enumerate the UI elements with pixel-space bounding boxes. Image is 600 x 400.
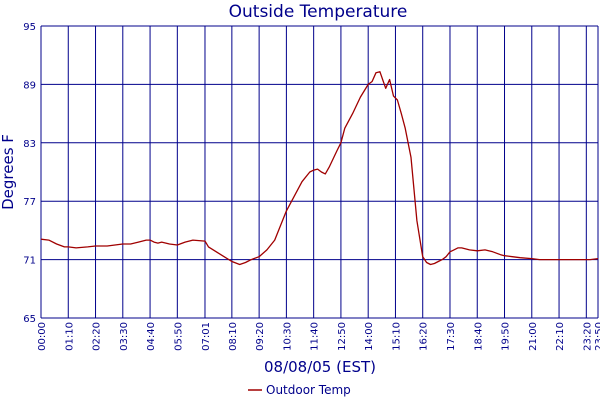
x-tick-label: 14:00: [364, 322, 375, 351]
x-axis-title: 08/08/05 (EST): [264, 358, 376, 376]
x-tick-label: 16:20: [419, 322, 430, 351]
x-tick-label: 09:20: [255, 322, 266, 351]
x-tick-label: 11:40: [310, 322, 321, 351]
x-tick-label: 23:50: [594, 322, 600, 351]
x-tick-label: 12:50: [337, 322, 348, 351]
legend: Outdoor Temp: [248, 383, 351, 397]
series-line-outdoor-temp: [40, 71, 599, 266]
x-tick-label: 15:10: [391, 322, 402, 351]
x-tick-label: 23:20: [582, 322, 593, 351]
x-tick-label: 02:20: [92, 322, 103, 351]
x-tick-label: 21:00: [528, 322, 539, 351]
x-tick-label: 18:40: [473, 322, 484, 351]
series-layer: [40, 71, 599, 266]
x-tick-label: 22:10: [555, 322, 566, 351]
x-tick-label: 00:00: [37, 322, 48, 351]
y-tick-label: 95: [23, 22, 36, 33]
y-tick-labels: 65 71 77 83 89 95: [23, 22, 36, 325]
x-tick-label: 10:30: [282, 322, 293, 351]
x-tick-label: 04:40: [146, 322, 157, 351]
y-tick-label: 83: [23, 139, 36, 150]
x-tick-label: 05:50: [173, 322, 184, 351]
y-tick-label: 71: [23, 256, 36, 267]
x-tick-labels: 00:00 01:10 02:20 03:30 04:40 05:50 07:01 08:10…: [37, 322, 600, 351]
x-tick-label: 08:10: [228, 322, 239, 351]
y-tick-label: 65: [23, 314, 36, 325]
y-tick-label: 89: [23, 80, 36, 91]
legend-label: Outdoor Temp: [266, 383, 351, 397]
x-tick-label: 01:10: [64, 322, 75, 351]
y-tick-label: 77: [23, 197, 36, 208]
x-tick-label: 17:30: [446, 322, 457, 351]
x-tick-label: 07:01: [201, 322, 212, 351]
grid-lines: [40, 25, 599, 319]
x-tick-label: 19:50: [501, 322, 512, 351]
x-tick-label: 03:30: [119, 322, 130, 351]
y-axis-title: Degrees F: [0, 134, 17, 210]
chart-title: Outside Temperature: [229, 2, 408, 22]
